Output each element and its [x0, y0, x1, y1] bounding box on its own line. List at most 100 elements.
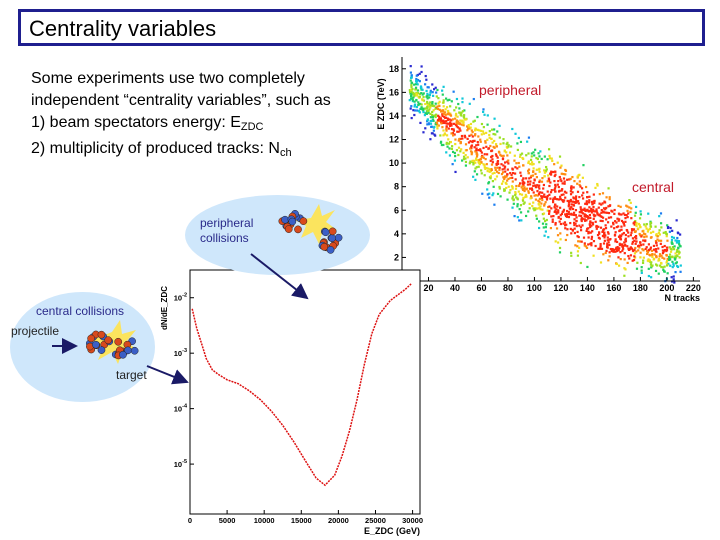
central-collisions-note: central collisions	[36, 304, 125, 318]
scatter-point	[554, 197, 557, 200]
scatter-point	[520, 186, 523, 189]
zdc-energy-spectrum: 0 5000 10000 15000 20000 25000 30000 10-210-31…	[160, 269, 423, 536]
scatter-point	[592, 193, 595, 196]
scatter-point	[526, 180, 530, 183]
scatter-point	[486, 138, 489, 141]
scatter-point	[445, 129, 448, 132]
scatter-x-tick: 120	[553, 277, 568, 293]
scatter-point	[471, 130, 474, 134]
scatter-point	[550, 170, 553, 173]
scatter-point	[451, 163, 454, 166]
scatter-point	[659, 264, 662, 267]
svg-text:18: 18	[389, 64, 399, 74]
scatter-point	[501, 171, 505, 174]
scatter-point	[554, 190, 557, 193]
scatter-point	[452, 134, 455, 137]
scatter-point	[445, 151, 448, 154]
scatter-point	[503, 149, 506, 152]
scatter-point	[570, 203, 573, 206]
scatter-point	[579, 208, 583, 211]
scatter-point	[604, 208, 607, 211]
scatter-point	[645, 227, 648, 230]
scatter-point	[548, 205, 551, 208]
scatter-point	[530, 195, 533, 198]
nucleon	[114, 337, 123, 346]
scatter-point	[485, 163, 488, 166]
scatter-point	[410, 116, 413, 120]
scatter-point	[417, 95, 420, 98]
scatter-point	[533, 154, 536, 157]
scatter-point	[585, 215, 589, 218]
peripheral-collisions-note: peripheral collisions	[200, 216, 254, 245]
svg-text:16: 16	[389, 87, 399, 97]
scatter-point	[529, 176, 533, 179]
scatter-point	[538, 180, 541, 184]
scatter-point	[457, 120, 460, 123]
scatter-point	[657, 247, 660, 250]
scatter-point	[462, 155, 466, 158]
scatter-point	[563, 182, 566, 185]
scatter-point	[662, 250, 665, 253]
scatter-point	[524, 214, 528, 218]
scatter-point	[559, 197, 562, 201]
scatter-point	[561, 199, 564, 202]
scatter-point	[454, 117, 457, 120]
scatter-point	[675, 241, 679, 244]
scatter-point	[637, 222, 641, 226]
scatter-point	[520, 152, 524, 155]
scatter-point	[535, 168, 538, 171]
scatter-point	[582, 236, 586, 239]
scatter-point	[572, 204, 576, 207]
scatter-point	[618, 242, 621, 245]
scatter-point	[410, 74, 413, 77]
svg-text:100: 100	[527, 283, 542, 293]
scatter-point	[614, 220, 617, 223]
scatter-point	[538, 155, 541, 158]
scatter-point	[527, 136, 531, 139]
scatter-point	[626, 209, 629, 212]
scatter-point	[500, 182, 504, 185]
scatter-point	[412, 93, 415, 96]
scatter-point	[569, 193, 573, 196]
scatter-point	[518, 219, 521, 222]
scatter-point	[559, 178, 562, 181]
scatter-point	[441, 114, 444, 118]
scatter-point	[603, 232, 606, 236]
scatter-point	[613, 227, 616, 230]
scatter-point	[563, 199, 566, 202]
scatter-point	[500, 163, 503, 166]
scatter-point	[450, 119, 453, 122]
scatter-point	[454, 142, 457, 146]
scatter-point	[461, 110, 464, 113]
scatter-point	[555, 211, 558, 214]
scatter-point	[560, 193, 563, 197]
scatter-point	[517, 161, 520, 165]
scatter-point	[631, 240, 635, 244]
svg-text:5000: 5000	[219, 516, 236, 525]
scatter-point	[535, 217, 538, 220]
scatter-point	[581, 224, 584, 227]
scatter-point	[615, 249, 619, 253]
scatter-point	[451, 145, 454, 148]
scatter-point	[478, 160, 481, 164]
scatter-point	[674, 255, 677, 258]
scatter-point	[501, 168, 504, 171]
scatter-point	[548, 193, 551, 196]
scatter-point	[568, 200, 571, 203]
scatter-point	[537, 185, 540, 189]
scatter-point	[521, 187, 524, 191]
scatter-point	[422, 95, 425, 99]
scatter-point	[509, 188, 512, 192]
scatter-point	[632, 228, 636, 231]
scatter-point	[620, 225, 623, 228]
scatter-point	[496, 159, 500, 163]
scatter-point	[486, 114, 489, 117]
scatter-point	[624, 217, 627, 220]
scatter-point	[464, 157, 467, 160]
scatter-point	[567, 205, 570, 208]
scatter-point	[614, 240, 617, 243]
scatter-point	[503, 175, 507, 178]
scatter-point	[616, 217, 619, 220]
scatter-point	[602, 228, 606, 231]
scatter-point	[543, 171, 547, 174]
